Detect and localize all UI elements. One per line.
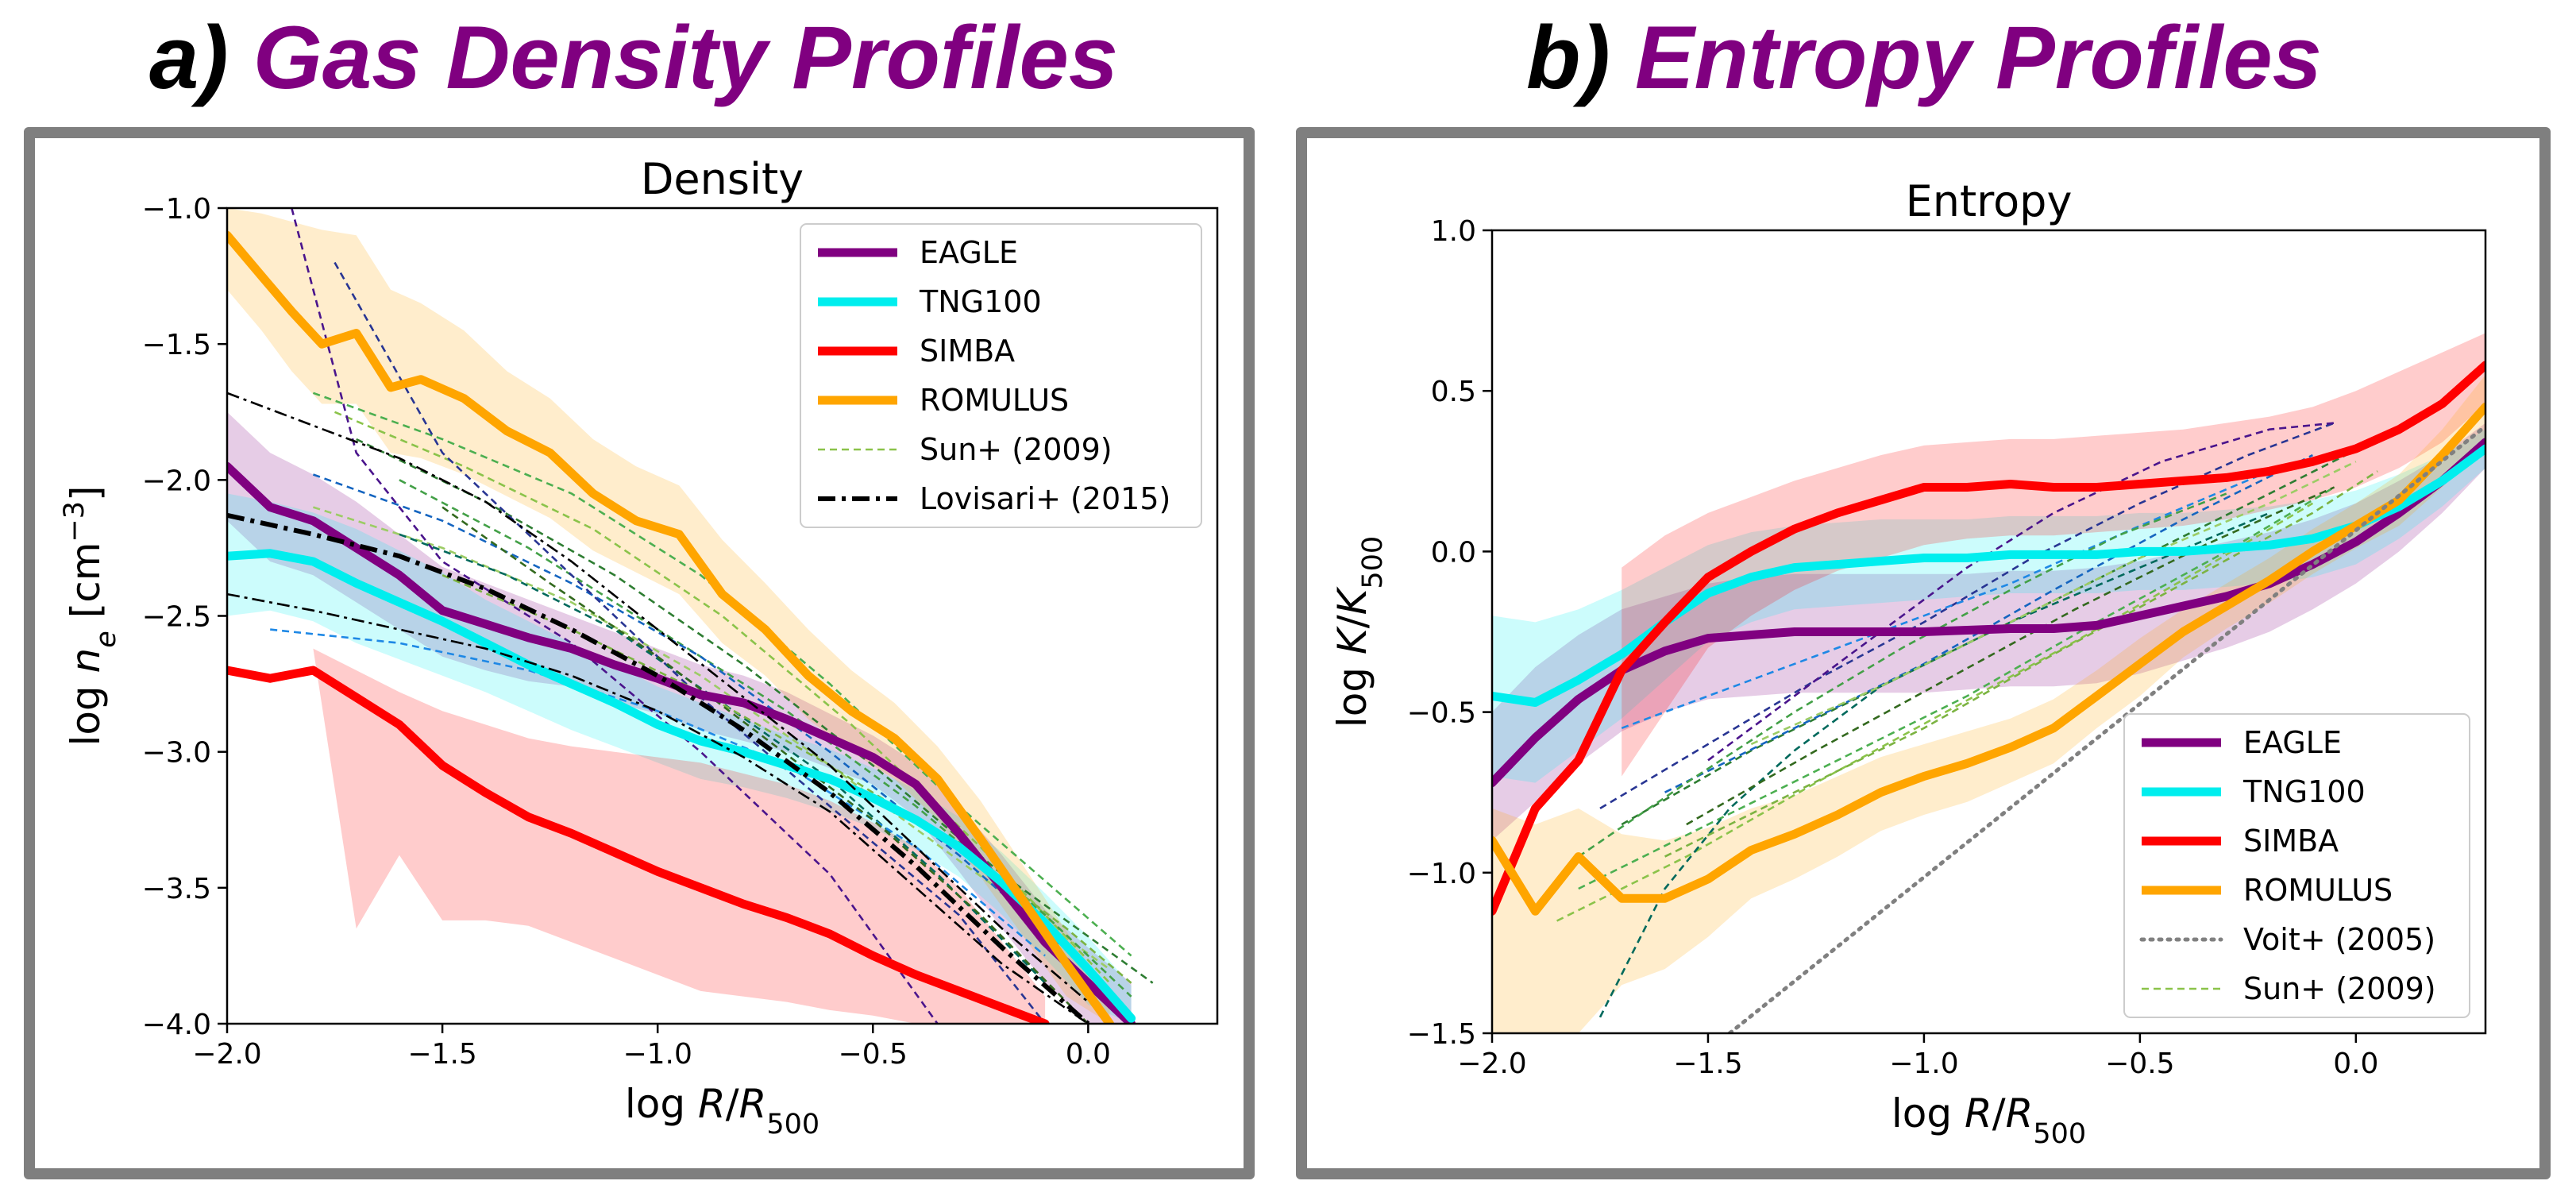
entropy-sun-profile-9 — [1621, 470, 2270, 730]
entropy-xtick-label: −1.5 — [1673, 1048, 1742, 1080]
entropy-ytick-label: −0.5 — [1407, 697, 1476, 730]
entropy-legend-label: EAGLE — [2243, 725, 2342, 760]
density-legend-label: Lovisari+ (2015) — [920, 481, 1170, 516]
density-ytick-label: −2.5 — [142, 601, 211, 634]
density-xtick-label: 0.0 — [1066, 1038, 1111, 1071]
density-sun-profile-11 — [270, 628, 1046, 957]
heading-a-title: Gas Density Profiles — [253, 8, 1119, 107]
entropy-chart-title: Entropy — [1906, 176, 2073, 226]
density-line-lovisari-2015-median — [227, 512, 1090, 1024]
entropy-legend-label: TNG100 — [2242, 774, 2366, 809]
entropy-axes-frame — [1490, 229, 2487, 1035]
entropy-ytick-label: 0.5 — [1431, 376, 1476, 408]
heading-a-letter: a) — [149, 8, 229, 107]
entropy-ytick-label: −1.5 — [1407, 1018, 1476, 1051]
entropy-sun-profile-6 — [1707, 422, 2335, 762]
density-xtick-label: −0.5 — [839, 1038, 908, 1071]
density-line-lovisari-2015-lower — [227, 592, 1089, 1024]
density-legend-label: Sun+ (2009) — [920, 432, 1113, 467]
entropy-plot-area — [1492, 333, 2485, 1033]
density-sun-profile-5 — [399, 479, 1132, 998]
density-sun-profile-12 — [442, 506, 1089, 1024]
entropy-xtick-label: −1.0 — [1889, 1048, 1958, 1080]
entropy-sun-profile-10 — [1686, 486, 2335, 826]
density-legend-label: EAGLE — [920, 235, 1018, 270]
density-xtick-label: −1.0 — [623, 1038, 692, 1071]
entropy-x-axis-label: log R/R500 — [1892, 1090, 2086, 1150]
entropy-line-simba — [1492, 361, 2485, 916]
entropy-ytick-label: 1.0 — [1431, 215, 1476, 248]
entropy-y-axis-label: log K/K500 — [1329, 536, 1389, 727]
entropy-sun-profile-12 — [1578, 492, 2227, 858]
entropy-line-eagle — [1492, 438, 2485, 788]
density-legend: EAGLE TNG100 SIMBA ROMULUS Sun+ (2009) Lovisa… — [800, 223, 1202, 528]
density-xtick-label: −2.0 — [192, 1038, 261, 1071]
entropy-sun-profile-7 — [1598, 511, 2270, 1018]
density-line-tng100 — [227, 549, 1136, 1023]
density-line-simba — [227, 666, 1050, 1024]
entropy-legend-label: Voit+ (2005) — [2243, 922, 2435, 957]
density-ytick-label: −1.0 — [142, 193, 211, 226]
entropy-xtick-label: −2.0 — [1457, 1048, 1526, 1080]
density-sun-profile-8 — [291, 208, 939, 1024]
heading-a: a) Gas Density Profiles — [149, 6, 1118, 110]
density-band-romulus — [227, 208, 1110, 1024]
entropy-sun-profile-11 — [1750, 461, 2357, 746]
entropy-sun-profile-2 — [1556, 502, 2314, 922]
density-legend-box — [800, 223, 1202, 528]
density-legend-label: TNG100 — [919, 284, 1042, 319]
entropy-ytick-label: 0.0 — [1431, 536, 1476, 569]
density-ytick-label: −3.5 — [142, 873, 211, 905]
heading-b: b) Entropy Profiles — [1526, 6, 2322, 110]
density-ytick-label: −4.0 — [142, 1009, 211, 1041]
density-sun-profile-4 — [313, 506, 1111, 971]
entropy-sun-profile-5 — [1599, 422, 2335, 810]
density-y-axis-label: log ne [cm−3] — [59, 485, 122, 746]
heading-b-letter: b) — [1526, 8, 1610, 107]
entropy-xtick-label: −0.5 — [2105, 1048, 2174, 1080]
density-legend-label: ROMULUS — [920, 383, 1069, 418]
entropy-band-romulus — [1492, 375, 2485, 1033]
density-ytick-label: −3.0 — [142, 737, 211, 770]
density-line-romulus — [227, 230, 1114, 1024]
density-line-lovisari-2015-upper — [227, 392, 1089, 1003]
entropy-line-voit-2005- — [1727, 424, 2485, 1033]
entropy-legend-label: ROMULUS — [2243, 873, 2393, 908]
density-band-simba — [313, 648, 1046, 1024]
density-legend-label: SIMBA — [920, 334, 1015, 369]
entropy-ytick-label: −1.0 — [1407, 858, 1476, 890]
density-x-axis-label: log R/R500 — [625, 1081, 819, 1140]
density-plot-area — [227, 208, 1154, 1024]
density-band-eagle — [227, 411, 1132, 1024]
density-ytick-label: −1.5 — [142, 329, 211, 361]
entropy-band-simba — [1622, 333, 2485, 777]
entropy-legend-label: Sun+ (2009) — [2243, 971, 2436, 1006]
density-chart-title: Density — [641, 154, 804, 204]
entropy-legend: EAGLE TNG100 SIMBA ROMULUS Voit+ (2005) Sun+ … — [2123, 713, 2470, 1018]
density-ytick-label: −2.0 — [142, 465, 211, 497]
entropy-xtick-label: 0.0 — [2333, 1048, 2378, 1080]
entropy-sun-profile-8 — [1664, 470, 2378, 858]
entropy-line-romulus — [1492, 402, 2485, 916]
density-xtick-label: −1.5 — [407, 1038, 476, 1071]
heading-b-title: Entropy Profiles — [1634, 8, 2322, 107]
density-sun-profile-6 — [312, 473, 1089, 971]
entropy-legend-label: SIMBA — [2243, 824, 2339, 859]
